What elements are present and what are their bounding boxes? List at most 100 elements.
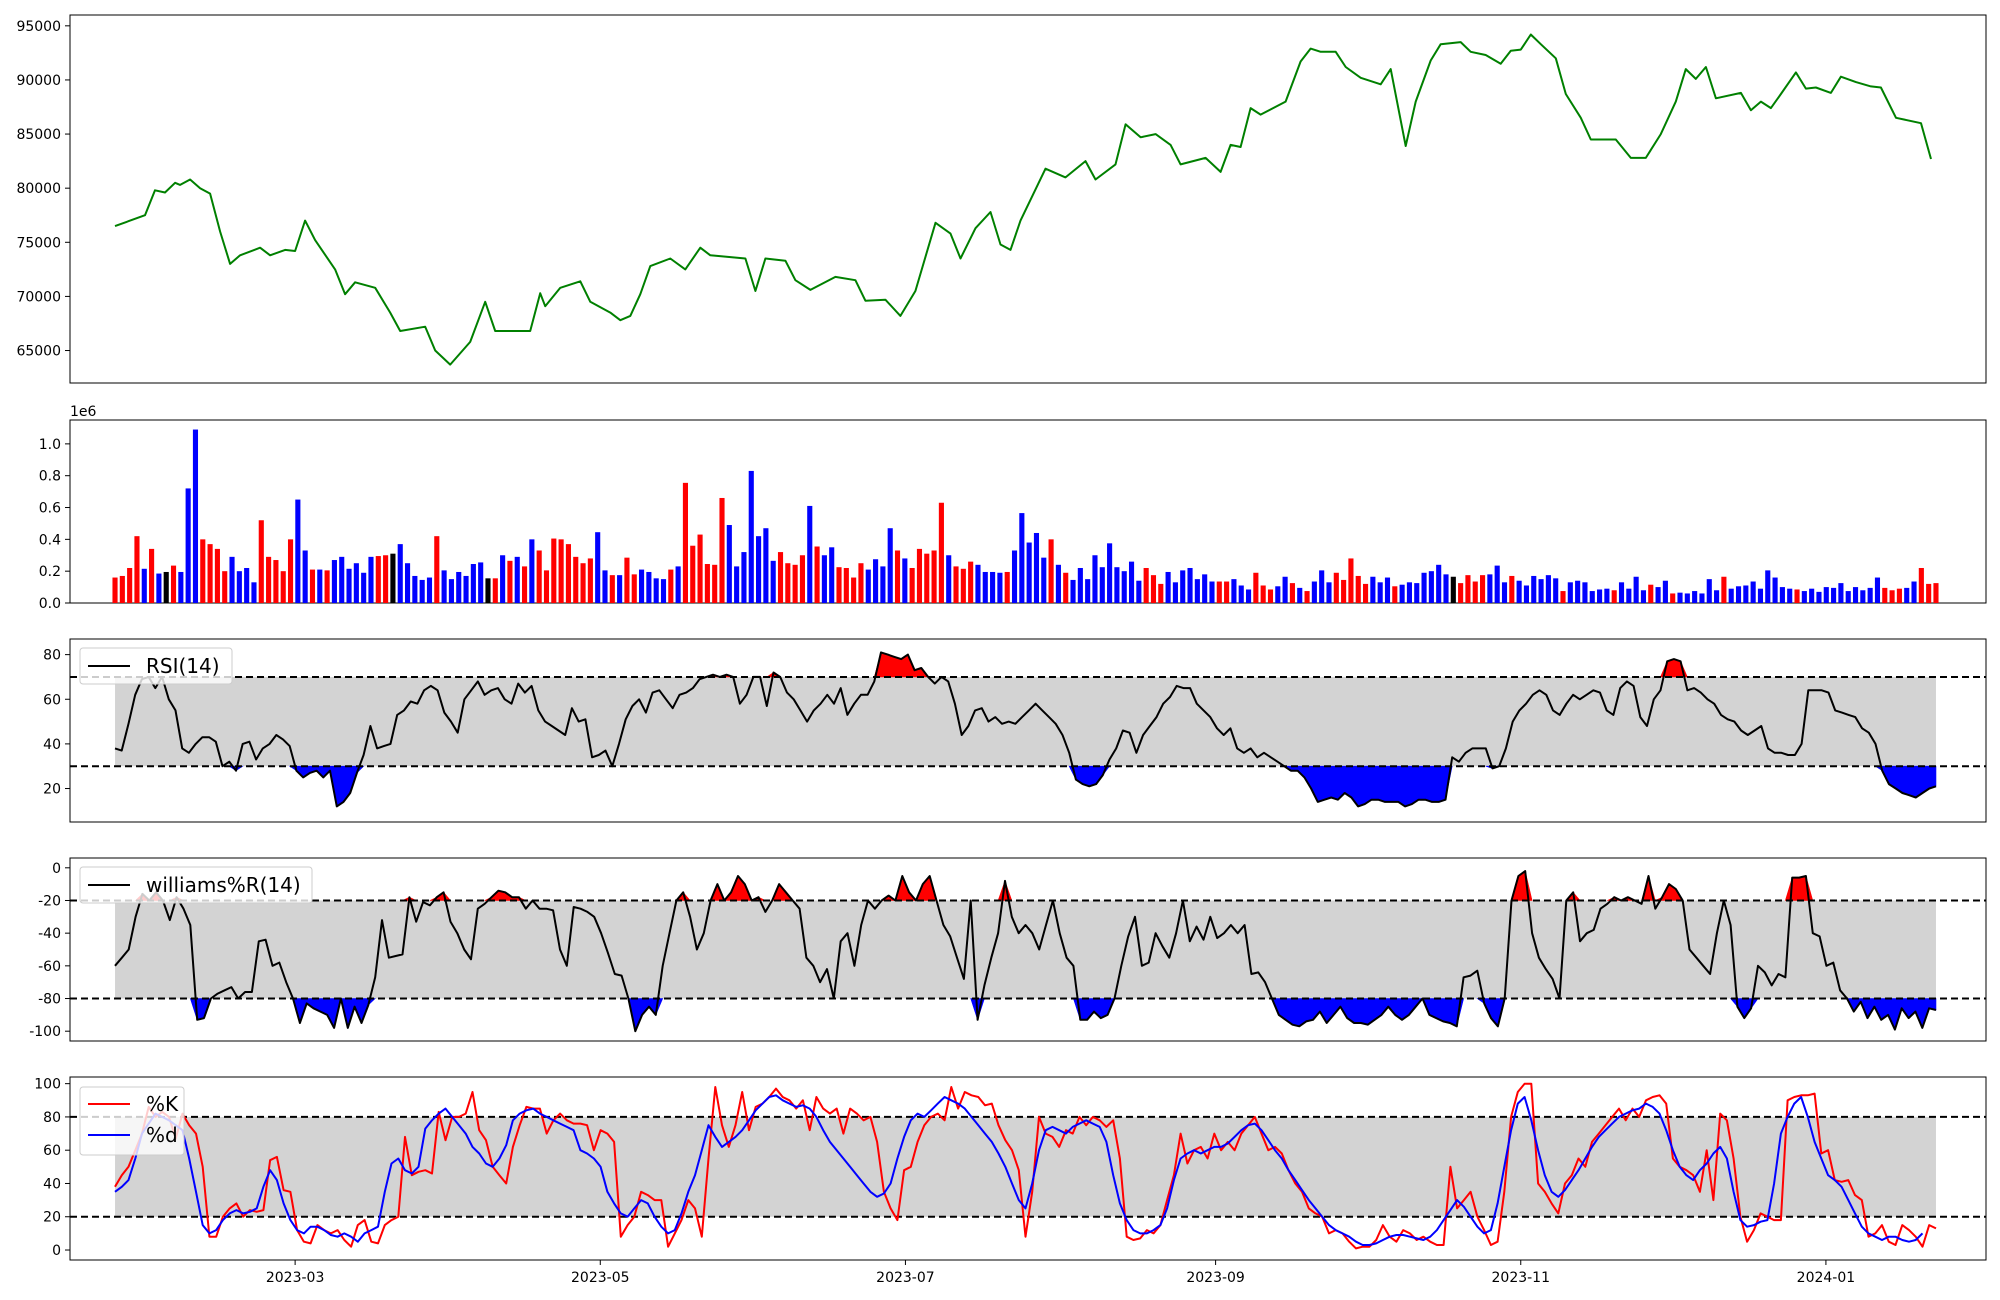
volume-bar	[1655, 587, 1661, 603]
volume-bar	[1874, 577, 1881, 603]
volume-bar	[953, 566, 959, 603]
volume-bar	[1772, 577, 1778, 603]
volume-bar	[1465, 575, 1471, 603]
volume-bar	[200, 539, 206, 603]
volume-bar	[1092, 555, 1098, 603]
y-tick-label: 0	[52, 861, 61, 877]
volume-bar	[1735, 586, 1742, 603]
rsi-panel: 20 40 60 80 RSI(14)	[43, 638, 1987, 823]
volume-bar	[1128, 561, 1135, 603]
volume-bar	[1618, 582, 1625, 603]
volume-bar	[1450, 576, 1456, 603]
volume-bar	[1260, 585, 1266, 603]
volume-bar	[909, 567, 915, 603]
volume-bar	[595, 532, 601, 603]
volume-bar	[1282, 576, 1288, 603]
volume-bar	[390, 553, 396, 603]
volume-bar	[924, 553, 930, 603]
volume-bar	[295, 499, 301, 603]
volume-bar	[1831, 587, 1837, 603]
volume-bar	[982, 571, 988, 603]
x-tick-label: 2023-05	[571, 1270, 630, 1286]
y-tick-label: 90000	[16, 73, 61, 89]
volume-bar	[1311, 581, 1317, 603]
volume-bar	[339, 556, 345, 603]
volume-bar	[1114, 567, 1120, 603]
volume-bar	[1362, 583, 1369, 603]
volume-bar	[792, 564, 798, 603]
volume-bar	[1099, 567, 1105, 603]
y-tick-label: -40	[38, 926, 61, 942]
y-tick-label: 1.0	[39, 437, 61, 453]
volume-bar	[1933, 583, 1939, 603]
stochastic-panel: 0 20 40 60 80 100 %K %d	[34, 1076, 1987, 1261]
volume-bar	[756, 536, 762, 603]
volume-bar	[251, 582, 257, 603]
volume-bar	[1765, 570, 1771, 603]
volume-bar	[836, 567, 842, 603]
volume-bar	[946, 555, 952, 603]
volume-bar	[653, 578, 659, 603]
rsi-neutral-band	[115, 676, 1936, 767]
volume-bar	[361, 572, 367, 603]
volume-bar	[631, 574, 637, 603]
volume-bar	[375, 556, 381, 603]
volume-bar	[1494, 565, 1500, 603]
williams-legend-box	[79, 866, 313, 904]
price-panel: 65000 70000 75000 80000 85000 90000 95000	[16, 14, 1987, 384]
volume-bar	[229, 556, 235, 603]
volume-bar	[1107, 543, 1113, 603]
volume-bar	[244, 567, 250, 603]
volume-bar	[331, 560, 337, 603]
volume-bar	[119, 575, 125, 603]
volume-bar	[682, 482, 689, 603]
volume-bar	[397, 544, 403, 603]
stoch-k-line	[114, 1082, 1937, 1250]
volume-bar	[902, 558, 908, 603]
williams-line	[114, 870, 1937, 1033]
volume-bar	[697, 534, 703, 603]
volume-bar	[587, 558, 593, 603]
volume-bar	[178, 571, 184, 603]
volume-bar	[1187, 567, 1193, 603]
volume-bar	[1531, 575, 1537, 603]
volume-bar	[112, 577, 118, 603]
volume-bar	[456, 571, 462, 603]
volume-bar	[960, 568, 966, 603]
rsi-oversold-fill	[1874, 765, 1937, 798]
volume-panel: 1e6 0.0 0.2 0.4 0.6 0.8 1.0	[39, 404, 1987, 612]
y-tick-label: 100	[34, 1077, 61, 1093]
volume-bar	[1582, 582, 1588, 603]
y-tick-label: 70000	[16, 289, 61, 305]
y-tick-label: -100	[29, 1024, 61, 1040]
volume-bar	[1341, 579, 1347, 603]
volume-bar	[324, 570, 330, 603]
y-tick-label: 0	[52, 1243, 61, 1259]
y-tick-label: -20	[38, 893, 61, 909]
volume-bar	[258, 520, 264, 603]
volume-bar	[273, 560, 279, 603]
williams-legend-label: williams%R(14)	[146, 873, 301, 897]
volume-bar	[383, 555, 389, 603]
y-tick-label: 0.0	[39, 596, 61, 612]
y-tick-label: -60	[38, 959, 61, 975]
price-line	[114, 33, 1932, 366]
volume-bar	[1823, 587, 1829, 603]
volume-bar	[865, 569, 871, 603]
volume-bar	[1011, 550, 1018, 603]
volume-bar	[1428, 571, 1434, 603]
rsi-overbought-fill	[873, 652, 929, 678]
volume-bar	[521, 566, 528, 603]
volume-bar	[368, 556, 374, 603]
volume-bar	[163, 571, 169, 603]
volume-bar	[734, 566, 740, 603]
volume-bar	[851, 577, 857, 603]
volume-bar	[266, 556, 272, 603]
y-tick-label: 80	[43, 1110, 61, 1126]
volume-bar	[1436, 564, 1442, 603]
y-tick-label: 65000	[16, 344, 61, 360]
volume-bar	[1421, 572, 1427, 603]
volume-bar	[1648, 584, 1654, 603]
volume-bar	[1121, 571, 1127, 603]
volume-bar	[894, 550, 901, 603]
